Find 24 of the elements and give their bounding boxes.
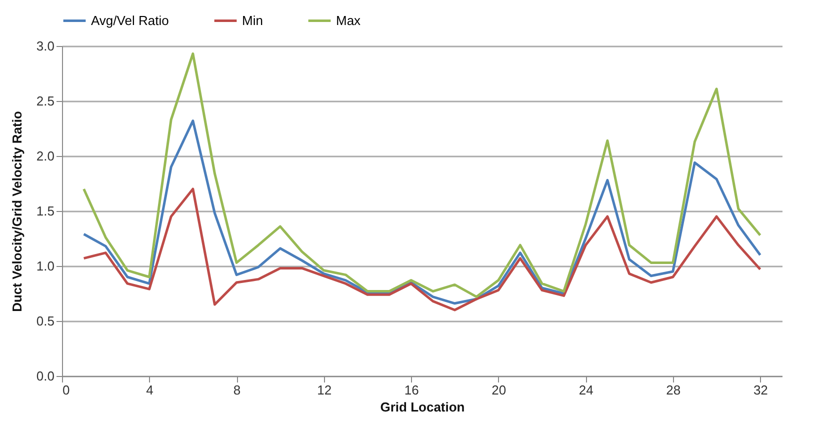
line-series bbox=[82, 188, 762, 312]
line-series bbox=[82, 120, 762, 305]
y-tick-label: 2.5 bbox=[36, 94, 54, 108]
x-tick-label: 12 bbox=[317, 382, 332, 398]
legend-label: Max bbox=[336, 12, 362, 28]
y-tick-label: 2.0 bbox=[36, 148, 54, 164]
x-tick-label: 20 bbox=[492, 382, 506, 398]
legend-label: Avg/Vel Ratio bbox=[91, 12, 169, 28]
y-axis-title: Duct Velocity/Grid Velocity Ratio bbox=[9, 111, 24, 312]
x-tick-label: 28 bbox=[666, 382, 681, 398]
x-tick-label: 16 bbox=[404, 382, 419, 398]
x-axis-title: Grid Location bbox=[380, 400, 465, 414]
y-tick-label: 3.0 bbox=[36, 38, 54, 54]
legend-label: Min bbox=[242, 12, 263, 28]
y-tick-label: 1.0 bbox=[36, 258, 54, 274]
x-tick-label: 8 bbox=[233, 382, 241, 398]
x-tick-label: 32 bbox=[753, 382, 768, 398]
y-tick-label: 1.5 bbox=[36, 204, 54, 218]
y-tick-label: 0.0 bbox=[36, 368, 54, 384]
y-tick-label: 0.5 bbox=[36, 314, 54, 328]
x-tick-label: 4 bbox=[146, 382, 154, 398]
line-series bbox=[82, 52, 762, 298]
x-tick-label: 0 bbox=[62, 382, 70, 398]
x-tick-label: 24 bbox=[578, 382, 594, 398]
